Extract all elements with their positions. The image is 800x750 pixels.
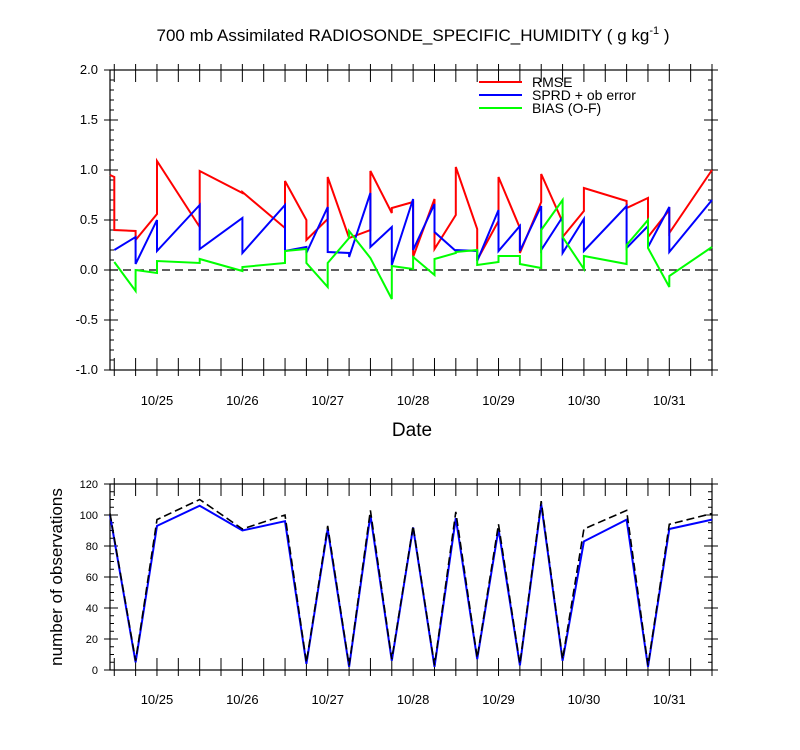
x-tick-label: 10/27: [311, 692, 344, 707]
x-tick-label: 10/31: [653, 393, 686, 408]
series-line-bias-o-f: [113, 196, 713, 300]
x-tick-label: 10/31: [653, 692, 686, 707]
y-tick-label: 0: [92, 665, 98, 677]
y-tick-label: 2.0: [80, 62, 98, 77]
bottom-panel: 0 20 40 60 80 100 120 10/25 10/26 10/27 10/28 10/29…: [80, 478, 718, 707]
y-tick-label: 120: [80, 479, 98, 491]
y-tick-label: 0.0: [80, 262, 98, 277]
legend-label-rmse: RMSE: [532, 74, 572, 90]
bottom-y-axis-label: number of observations: [47, 488, 66, 666]
x-tick-label: 10/28: [397, 393, 430, 408]
y-tick-label: 20: [86, 634, 98, 646]
title-end: ): [659, 26, 669, 45]
x-tick-label: 10/30: [568, 393, 601, 408]
x-tick-label: 10/25: [141, 692, 174, 707]
y-tick-label: 0.5: [80, 212, 98, 227]
y-tick-label: 100: [80, 510, 98, 522]
legend-label-bias-o-f: BIAS (O-F): [532, 100, 601, 116]
y-tick-label: 1.5: [80, 112, 98, 127]
x-tick-label: 10/28: [397, 692, 430, 707]
y-tick-label: 1.0: [80, 162, 98, 177]
top-panel: -1.0 -0.5 0.0 0.5 1.0 1.5 2.0 10/25 10/26 10/27 10…: [76, 62, 718, 408]
x-tick-label: 10/29: [482, 393, 515, 408]
x-tick-label: 10/30: [568, 692, 601, 707]
y-tick-label: 60: [86, 572, 98, 584]
y-tick-label: 80: [86, 541, 98, 553]
series-line-possible: [109, 498, 713, 666]
legend-label-sprd-ob-error: SPRD + ob error: [532, 87, 636, 103]
title-superscript: -1: [649, 25, 659, 37]
x-tick-label: 10/25: [141, 393, 174, 408]
top-x-axis-label: Date: [392, 420, 432, 441]
series-line-assimilated: [109, 503, 713, 668]
chart-title: 700 mb Assimilated RADIOSONDE_SPECIFIC_H…: [157, 25, 670, 45]
y-tick-label: -1.0: [76, 362, 98, 377]
x-tick-label: 10/26: [226, 393, 259, 408]
y-tick-label: 40: [86, 603, 98, 615]
x-tick-label: 10/26: [226, 692, 259, 707]
series-line-sprd-ob-error: [113, 192, 713, 266]
x-tick-label: 10/29: [482, 692, 515, 707]
y-tick-label: -0.5: [76, 312, 98, 327]
x-tick-label: 10/27: [311, 393, 344, 408]
title-main: 700 mb Assimilated RADIOSONDE_SPECIFIC_H…: [157, 26, 650, 45]
